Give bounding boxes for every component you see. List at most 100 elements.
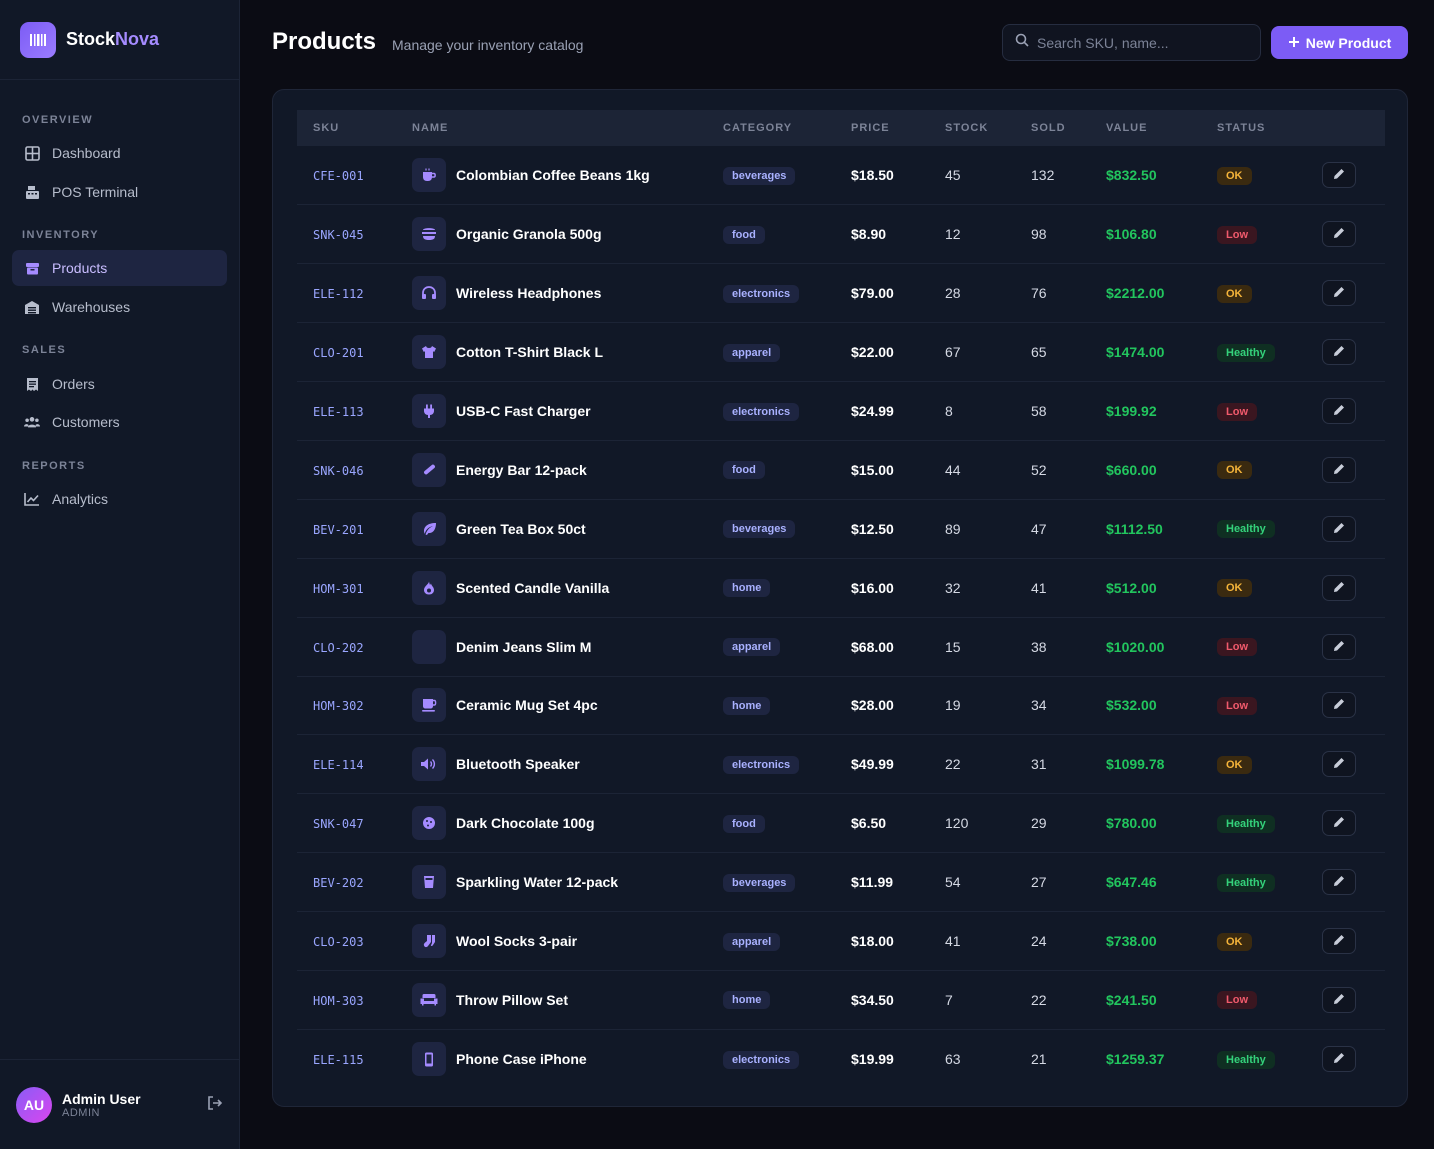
product-name[interactable]: USB-C Fast Charger [456, 403, 591, 419]
sold-text: 22 [1031, 991, 1047, 1008]
product-name[interactable]: Phone Case iPhone [456, 1051, 587, 1068]
price-cell: $68.00 [835, 617, 929, 676]
sidebar-item-dashboard[interactable]: Dashboard [12, 135, 227, 171]
nav-section-sales: SALES [22, 344, 67, 356]
edit-button[interactable] [1322, 221, 1356, 248]
new-product-button[interactable]: New Product [1271, 26, 1408, 59]
sidebar-item-products[interactable]: Products [12, 250, 227, 286]
edit-button[interactable] [1322, 1046, 1356, 1073]
sidebar-item-pos-terminal[interactable]: POS Terminal [12, 174, 227, 210]
sold-cell: 34 [1015, 676, 1090, 735]
table-row[interactable]: CFE-001 Colombian Coffee Beans 1kg beverag… [297, 146, 1385, 205]
product-name[interactable]: Cotton T-Shirt Black L [456, 344, 603, 361]
edit-button[interactable] [1322, 633, 1356, 660]
table-row[interactable]: SNK-045 Organic Granola 500g food $8.90 12 98… [297, 205, 1385, 264]
table-row[interactable]: SNK-046 Energy Bar 12-pack food $15.00 44 52 $… [297, 440, 1385, 500]
product-name[interactable]: Bluetooth Speaker [456, 756, 580, 773]
edit-button[interactable] [1322, 574, 1356, 601]
price-cell: $16.00 [835, 558, 929, 617]
status-cell: Low [1201, 382, 1306, 441]
value-cell: $512.00 [1090, 558, 1201, 617]
edit-button[interactable] [1322, 456, 1356, 483]
price-text: $15.00 [851, 461, 894, 478]
status-cell: OK [1201, 558, 1306, 617]
edit-button[interactable] [1322, 986, 1356, 1013]
sold-text: 38 [1031, 638, 1047, 655]
column-header-sku[interactable]: SKU [313, 122, 340, 134]
product-name[interactable]: Energy Bar 12-pack [456, 461, 587, 478]
product-name[interactable]: Wireless Headphones [456, 285, 602, 302]
value-text: $1099.78 [1106, 756, 1165, 773]
stock-cell: 120 [929, 794, 1015, 853]
sidebar-item-orders[interactable]: Orders [12, 366, 227, 402]
price-text: $79.00 [851, 285, 894, 302]
column-header-value[interactable]: VALUE [1106, 122, 1148, 134]
table-row[interactable]: ELE-113 USB-C Fast Charger electronics $24.… [297, 382, 1385, 441]
pencil-icon [1333, 226, 1345, 242]
table-row[interactable]: ELE-115 Phone Case iPhone electronics $19.9… [297, 1029, 1385, 1088]
product-name[interactable]: Denim Jeans Slim M [456, 638, 592, 655]
table-row[interactable]: HOM-303 Throw Pillow Set home $34.50 7 22 $241… [297, 970, 1385, 1030]
table-row[interactable]: CLO-201 Cotton T-Shirt Black L apparel $22.… [297, 323, 1385, 382]
edit-button[interactable] [1322, 928, 1356, 955]
edit-button[interactable] [1322, 869, 1356, 896]
edit-button[interactable] [1322, 280, 1356, 307]
actions-cell [1306, 617, 1385, 676]
value-cell: $199.92 [1090, 382, 1201, 441]
table-row[interactable]: SNK-047 Dark Chocolate 100g food $6.50 120 29… [297, 794, 1385, 853]
value-cell: $1099.78 [1090, 735, 1201, 794]
edit-button[interactable] [1322, 339, 1356, 366]
edit-button[interactable] [1322, 515, 1356, 542]
status-cell: Healthy [1201, 323, 1306, 382]
price-text: $11.99 [851, 874, 894, 891]
column-header-price[interactable]: PRICE [851, 122, 890, 134]
stock-cell: 32 [929, 558, 1015, 617]
category-badge: apparel [723, 343, 781, 362]
product-name[interactable]: Sparkling Water 12-pack [456, 874, 619, 891]
table-row[interactable]: HOM-302 Ceramic Mug Set 4pc home $28.00 19 34… [297, 676, 1385, 735]
product-name[interactable]: Dark Chocolate 100g [456, 815, 595, 832]
avatar[interactable]: AU [16, 1086, 52, 1123]
edit-button[interactable] [1322, 751, 1356, 778]
value-text: $832.50 [1106, 167, 1157, 184]
stock-text: 63 [945, 1051, 961, 1068]
product-name[interactable]: Colombian Coffee Beans 1kg [456, 167, 650, 184]
search-input[interactable] [1037, 34, 1247, 51]
product-name[interactable]: Scented Candle Vanilla [456, 579, 610, 596]
pencil-icon [1333, 697, 1345, 713]
sidebar-item-warehouses[interactable]: Warehouses [12, 289, 227, 325]
product-name[interactable]: Throw Pillow Set [456, 991, 569, 1008]
column-header-category[interactable]: CATEGORY [723, 122, 793, 134]
table-row[interactable]: CLO-202 Denim Jeans Slim M apparel $68.00 15… [297, 617, 1385, 677]
table-row[interactable]: ELE-112 Wireless Headphones electronics $79… [297, 264, 1385, 323]
product-name[interactable]: Organic Granola 500g [456, 226, 602, 243]
product-name[interactable]: Green Tea Box 50ct [456, 520, 586, 537]
sidebar-item-customers[interactable]: Customers [12, 404, 227, 440]
edit-button[interactable] [1322, 692, 1356, 719]
product-name[interactable]: Ceramic Mug Set 4pc [456, 697, 598, 714]
glass-icon [412, 865, 446, 900]
edit-button[interactable] [1322, 810, 1356, 837]
actions-cell [1306, 205, 1385, 264]
sold-cell: 58 [1015, 382, 1090, 441]
edit-button[interactable] [1322, 162, 1356, 189]
table-row[interactable]: BEV-201 Green Tea Box 50ct beverages $12.50… [297, 499, 1385, 559]
table-row[interactable]: ELE-114 Bluetooth Speaker electronics $49.9… [297, 735, 1385, 794]
sold-text: 21 [1031, 1051, 1047, 1068]
brand[interactable]: StockNova [0, 0, 239, 80]
table-row[interactable]: HOM-301 Scented Candle Vanilla home $16.00 3… [297, 558, 1385, 618]
column-header-name[interactable]: NAME [412, 122, 449, 134]
column-header-sold[interactable]: SOLD [1031, 122, 1066, 134]
table-row[interactable]: CLO-203 Wool Socks 3-pair apparel $18.00 41 2… [297, 912, 1385, 971]
logout-icon[interactable] [207, 1096, 225, 1114]
stock-text: 19 [945, 697, 961, 714]
category-badge: beverages [723, 520, 796, 539]
user-profile: AU Admin User ADMIN [0, 1059, 239, 1149]
shirt-icon [412, 335, 446, 370]
product-name[interactable]: Wool Socks 3-pair [456, 933, 578, 950]
sidebar-item-analytics[interactable]: Analytics [12, 481, 227, 517]
column-header-status[interactable]: STATUS [1217, 122, 1266, 134]
table-row[interactable]: BEV-202 Sparkling Water 12-pack beverages $… [297, 853, 1385, 912]
column-header-stock[interactable]: STOCK [945, 122, 989, 134]
edit-button[interactable] [1322, 398, 1356, 424]
